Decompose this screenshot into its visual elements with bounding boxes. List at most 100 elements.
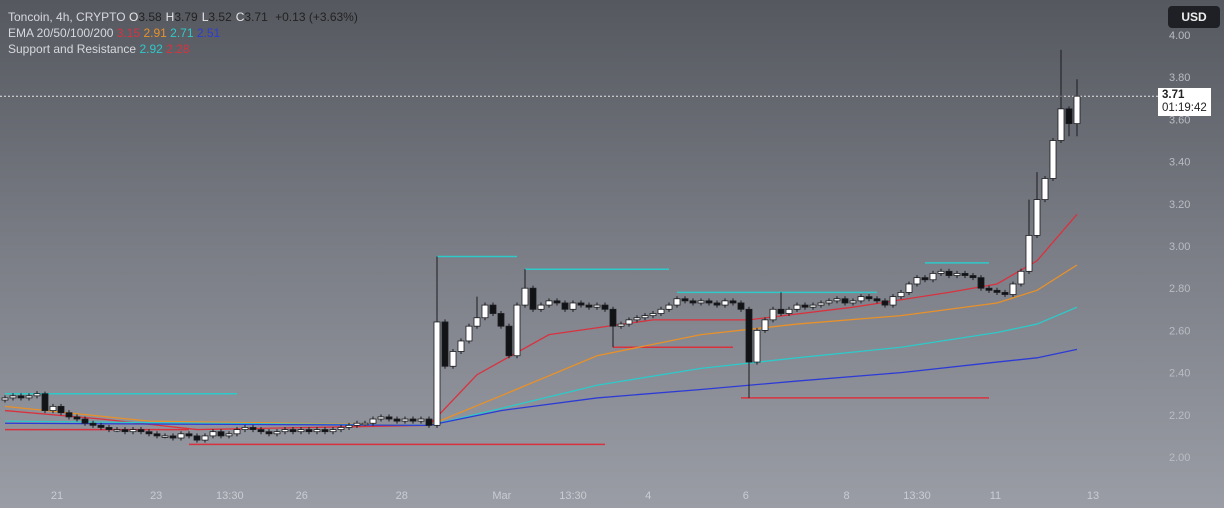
candle bbox=[425, 416, 433, 428]
y-tick-label: 3.60 bbox=[1169, 114, 1190, 126]
candle bbox=[673, 296, 681, 308]
candle bbox=[937, 268, 945, 276]
candle bbox=[17, 393, 25, 401]
candle bbox=[193, 433, 201, 443]
candle-body bbox=[305, 429, 313, 433]
candle-body bbox=[265, 431, 273, 435]
candle-body bbox=[89, 422, 97, 426]
candle bbox=[409, 416, 417, 424]
candle bbox=[537, 302, 545, 312]
candle-body bbox=[929, 273, 937, 281]
candle bbox=[577, 300, 585, 308]
bar-countdown: 01:19:42 bbox=[1162, 102, 1207, 114]
candle bbox=[209, 429, 217, 439]
candle bbox=[881, 298, 889, 308]
candle-body bbox=[921, 277, 929, 281]
candle-body bbox=[401, 418, 409, 422]
candle bbox=[105, 424, 113, 433]
candle-body bbox=[273, 431, 281, 435]
x-tick-label: 6 bbox=[743, 490, 749, 502]
candle bbox=[1073, 79, 1081, 137]
candle-body bbox=[201, 435, 209, 441]
candle bbox=[177, 431, 185, 441]
ohlc-label: H bbox=[165, 10, 175, 24]
candle bbox=[257, 427, 265, 435]
candle bbox=[545, 298, 553, 308]
x-tick-label: 13:30 bbox=[559, 490, 587, 502]
candle bbox=[1049, 137, 1057, 182]
candle bbox=[361, 420, 369, 426]
candle-body bbox=[1025, 235, 1033, 272]
candle-body bbox=[513, 304, 521, 357]
y-tick-label: 2.00 bbox=[1169, 452, 1190, 464]
candle-body bbox=[985, 287, 993, 291]
candle-body bbox=[489, 304, 497, 314]
sr-row[interactable]: Support and Resistance 2.92 2.28 bbox=[8, 41, 362, 57]
candle-body bbox=[577, 302, 585, 306]
candle-body bbox=[545, 300, 553, 306]
x-tick-label: 13:30 bbox=[216, 490, 244, 502]
candle bbox=[521, 269, 529, 308]
candle bbox=[273, 429, 281, 437]
candle bbox=[249, 424, 257, 433]
candle-body bbox=[121, 429, 129, 433]
candle bbox=[593, 302, 601, 310]
candle-body bbox=[129, 429, 137, 433]
currency-button[interactable]: USD bbox=[1168, 6, 1220, 28]
candle-body bbox=[81, 418, 89, 424]
candle-body bbox=[473, 317, 481, 327]
candle-body bbox=[529, 287, 537, 310]
candle-body bbox=[801, 304, 809, 308]
ohlc-values: O3.58 H3.79 L3.52 C3.71 bbox=[129, 10, 272, 24]
candle bbox=[489, 302, 497, 317]
sr-label: Support and Resistance bbox=[8, 42, 137, 56]
candle-body bbox=[785, 308, 793, 314]
candle bbox=[305, 427, 313, 435]
candle bbox=[905, 281, 913, 295]
candle bbox=[617, 321, 625, 329]
candle bbox=[665, 302, 673, 312]
candle-body bbox=[353, 422, 361, 426]
candle-body bbox=[825, 300, 833, 304]
candle-body bbox=[233, 429, 241, 435]
candle-body bbox=[1057, 108, 1065, 141]
candle-body bbox=[465, 325, 473, 342]
candle bbox=[505, 323, 513, 359]
candle bbox=[601, 302, 609, 312]
candle bbox=[33, 391, 41, 399]
candle-body bbox=[49, 405, 57, 411]
candle bbox=[89, 420, 97, 428]
candle-body bbox=[569, 302, 577, 310]
ohlc-label: O bbox=[128, 10, 139, 24]
candle-body bbox=[993, 289, 1001, 293]
candle bbox=[297, 427, 305, 435]
candle-body bbox=[729, 300, 737, 304]
candle-body bbox=[689, 300, 697, 304]
candle bbox=[97, 422, 105, 430]
candle bbox=[169, 433, 177, 441]
ema-row[interactable]: EMA 20/50/100/200 3.15 2.91 2.71 2.51 bbox=[8, 25, 362, 41]
y-tick-label: 2.40 bbox=[1169, 368, 1190, 380]
candle bbox=[497, 310, 505, 329]
candle bbox=[945, 268, 953, 279]
candle-body bbox=[337, 427, 345, 430]
candle-body bbox=[369, 418, 377, 424]
candle bbox=[1041, 175, 1049, 203]
candle-body bbox=[601, 304, 609, 310]
candle bbox=[385, 414, 393, 422]
candle-body bbox=[697, 300, 705, 304]
candle bbox=[201, 433, 209, 443]
candle bbox=[761, 317, 769, 333]
candle-body bbox=[1001, 292, 1009, 295]
candle-body bbox=[433, 321, 441, 426]
symbol-row: Toncoin, 4h, CRYPTO O3.58 H3.79 L3.52 C3.71… bbox=[8, 9, 362, 25]
candle-body bbox=[193, 435, 201, 441]
candle bbox=[241, 424, 249, 433]
candle-body bbox=[225, 433, 233, 437]
candle-body bbox=[329, 429, 337, 433]
candle bbox=[913, 275, 921, 287]
candle-body bbox=[537, 304, 545, 310]
indicator-value: 2.92 bbox=[139, 42, 163, 56]
candle-body bbox=[1049, 140, 1057, 179]
